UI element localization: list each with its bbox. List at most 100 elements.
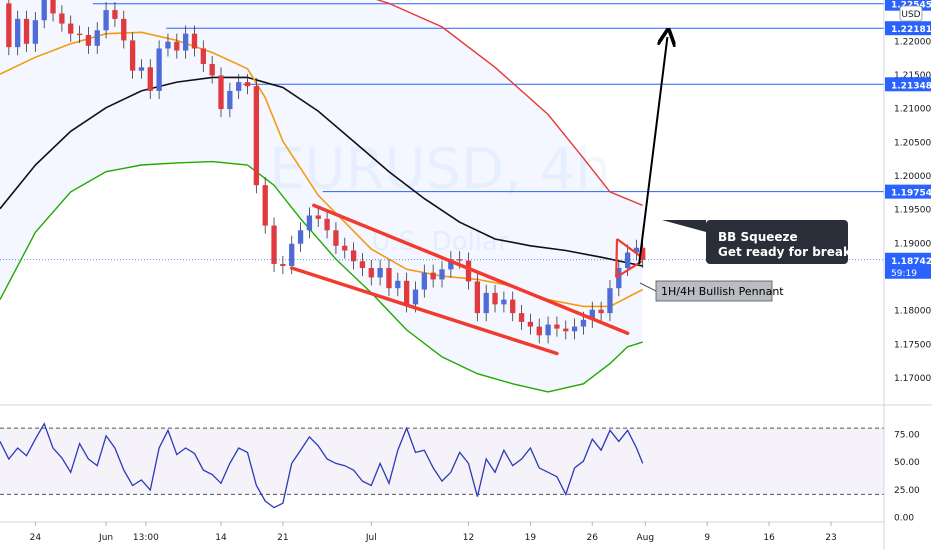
candle-body [386,267,392,289]
candle-body [297,230,304,244]
candle-body [306,215,313,231]
candle-body [262,185,268,226]
time-tick-label: 21 [277,533,288,543]
time-tick-label: 24 [30,533,42,543]
bar-countdown: 59:19 [891,269,917,279]
candle-body [483,292,489,314]
time-tick-label: 23 [825,533,836,543]
candle-body [439,269,445,280]
candle-body [545,324,551,336]
candles [6,0,646,344]
candle-body [580,319,587,327]
time-axis[interactable]: 24 Jun 13:00 14 21 Jul 12 19 26 Aug 9 16 23 [0,521,884,543]
currency-label: USD [901,10,920,20]
candle-body [350,250,357,262]
candle-body [403,280,410,305]
rsi-ticks: 75.00 50.00 25.00 0.00 [894,431,920,524]
candle-body [6,3,12,48]
candle-body [563,328,569,332]
price-tag-2 [885,77,931,92]
candle-body [518,313,525,322]
candle-body [218,75,224,110]
callout-line-1: BB Squeeze [718,230,798,244]
channel-upper-trendline[interactable] [312,203,630,336]
candle-body [271,225,277,264]
moving-average-long [0,76,643,267]
candle-body [41,0,47,21]
price-tick-label: 1.20500 [894,138,931,148]
price-axis[interactable]: 1.22000 1.21500 1.21000 1.20500 1.20000 1.195… [883,0,932,550]
candle-body [236,82,242,91]
price-tick-label: 1.17500 [894,340,931,350]
time-tick-label: 14 [215,533,227,543]
candle-body [165,41,171,49]
candle-body [174,41,180,51]
candle-body [536,326,542,336]
candle-body [315,215,321,219]
candle-body [32,20,39,44]
candle-body [280,263,286,266]
candle-body [589,309,595,320]
candle-body [129,40,136,71]
rsi-tick-label: 0.00 [894,513,914,523]
price-pane: EURUSD, 4h U.S. Dollar BB Squeeze Get re… [0,0,884,393]
time-tick-label: 26 [587,533,599,543]
candle-body [607,288,613,314]
price-tick-label: 1.19500 [894,206,931,216]
candle-body [15,18,21,48]
rsi-pane [0,422,884,509]
candle-body [501,299,507,305]
candle-body [554,324,560,329]
time-tick-label: 9 [704,533,710,543]
candle-body [253,86,260,186]
time-tick-label: 13:00 [133,533,159,543]
time-tick-label: Jun [98,533,113,543]
candle-body [465,260,472,282]
pennant-label-box [655,280,773,302]
candle-body [147,67,153,91]
candle-body [624,252,631,268]
bollinger-band-fill [0,0,643,392]
candle-body [59,13,65,24]
pennant-label-pointer [639,282,657,292]
candle-body [121,18,127,41]
bb-squeeze-callout[interactable]: BB Squeeze Get ready for breakout [662,220,873,264]
price-tick-label: 1.20000 [894,172,931,182]
pennant-left-line[interactable] [615,239,619,278]
breakout-arrow[interactable] [638,37,667,265]
price-tick-label: 1.18000 [894,307,931,317]
currency-badge [899,5,923,22]
candle-body [68,23,74,34]
price-ticks: 1.22000 1.21500 1.21000 1.20500 1.20000 1.195… [894,37,931,384]
candle-body [156,48,162,91]
pennant-bottom-line[interactable] [615,260,643,279]
channel-lower-trendline[interactable] [289,266,559,356]
candle-body [571,326,578,332]
candle-body [94,30,100,46]
price-tag-label: 1.19754 [891,189,932,199]
time-tick-label: 12 [463,533,474,543]
candle-body [191,33,198,49]
pennant-top-line[interactable] [616,238,643,259]
rsi-band [0,428,884,495]
candle-body [200,48,206,64]
rsi-tick-label: 75.00 [894,431,920,441]
price-tag-label: 1.18742 [891,257,932,267]
candle-body [616,267,622,289]
candle-body [289,243,295,266]
candle-body [377,267,383,278]
price-tag-label: 1.21348 [891,81,932,91]
price-tick-label: 1.21000 [894,105,931,115]
candle-body [342,245,348,251]
candle-body [333,230,339,246]
price-tag-3 [885,184,931,199]
candle-body [23,18,30,44]
candle-body [138,67,145,71]
candle-body [430,272,436,280]
callout-line-2: Get ready for breakout [718,245,873,259]
pennant-label[interactable]: 1H/4H Bullish Pennant [639,280,784,302]
watermark-symbol: EURUSD, 4h [269,137,611,202]
callout-box [706,220,848,264]
